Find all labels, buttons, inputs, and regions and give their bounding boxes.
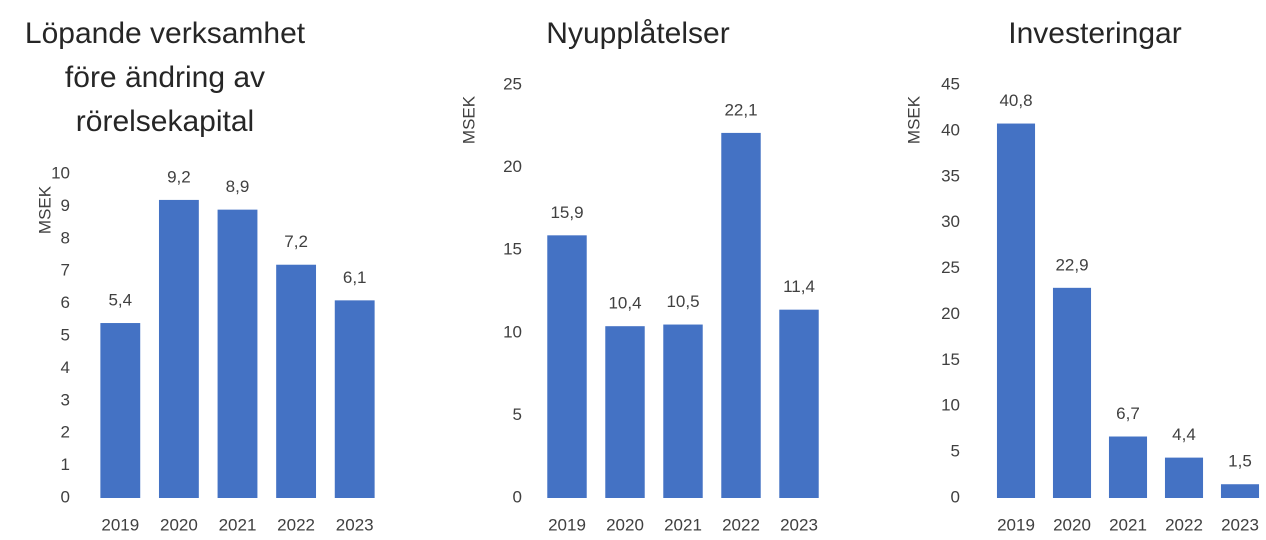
data-label: 40,8 xyxy=(999,91,1032,110)
y-tick-label: 0 xyxy=(513,487,522,506)
y-tick-label: 15 xyxy=(941,350,960,369)
y-tick-label: 30 xyxy=(941,212,960,231)
y-tick-label: 10 xyxy=(941,396,960,415)
data-label: 6,1 xyxy=(343,268,367,287)
bar xyxy=(158,199,199,499)
data-label: 7,2 xyxy=(284,232,308,251)
y-tick-label: 0 xyxy=(61,487,70,506)
data-label: 9,2 xyxy=(167,167,191,186)
bar xyxy=(334,300,375,498)
bar xyxy=(721,132,761,498)
x-tick-label: 2023 xyxy=(1221,515,1259,534)
data-label: 4,4 xyxy=(1172,425,1196,444)
y-tick-label: 40 xyxy=(941,120,960,139)
bar xyxy=(1220,484,1260,498)
x-tick-label: 2019 xyxy=(101,515,139,534)
x-tick-label: 2020 xyxy=(160,515,198,534)
y-tick-label: 35 xyxy=(941,166,960,185)
y-tick-label: 25 xyxy=(941,258,960,277)
y-axis-label: MSEK xyxy=(459,95,478,144)
x-tick-label: 2022 xyxy=(722,515,760,534)
x-tick-label: 2021 xyxy=(219,515,257,534)
data-label: 22,9 xyxy=(1055,255,1088,274)
bar xyxy=(996,123,1036,499)
x-tick-label: 2021 xyxy=(1109,515,1147,534)
data-label: 15,9 xyxy=(550,203,583,222)
y-tick-label: 20 xyxy=(503,157,522,176)
y-tick-label: 10 xyxy=(51,163,70,182)
bar xyxy=(1052,287,1092,498)
data-label: 8,9 xyxy=(226,177,250,196)
x-tick-label: 2021 xyxy=(664,515,702,534)
y-tick-label: 25 xyxy=(503,74,522,93)
x-tick-label: 2023 xyxy=(336,515,374,534)
chart-title: Investeringar xyxy=(1008,17,1182,50)
bar xyxy=(276,264,317,498)
data-label: 22,1 xyxy=(724,100,757,119)
x-tick-label: 2020 xyxy=(1053,515,1091,534)
bar xyxy=(779,309,819,498)
data-label: 1,5 xyxy=(1228,452,1252,471)
x-tick-label: 2020 xyxy=(606,515,644,534)
y-tick-label: 3 xyxy=(61,390,70,409)
y-tick-label: 2 xyxy=(61,423,70,442)
y-tick-label: 0 xyxy=(951,487,960,506)
y-tick-label: 20 xyxy=(941,304,960,323)
data-label: 11,4 xyxy=(783,277,815,296)
y-tick-label: 10 xyxy=(503,322,522,341)
x-tick-label: 2022 xyxy=(277,515,315,534)
x-tick-label: 2022 xyxy=(1165,515,1203,534)
data-label: 5,4 xyxy=(108,291,132,310)
y-tick-label: 7 xyxy=(61,261,70,280)
y-tick-label: 15 xyxy=(503,240,522,259)
chart-title: Löpande verksamhet före ändring av rörel… xyxy=(24,17,306,138)
y-axis-label: MSEK xyxy=(35,185,54,234)
x-tick-label: 2019 xyxy=(997,515,1035,534)
y-tick-label: 5 xyxy=(61,325,70,344)
chart-title: Nyupplåtelser xyxy=(546,17,730,50)
bar xyxy=(605,326,645,498)
y-tick-label: 5 xyxy=(513,405,522,424)
y-tick-label: 8 xyxy=(61,228,70,247)
y-tick-label: 5 xyxy=(951,442,960,461)
x-tick-label: 2023 xyxy=(780,515,818,534)
bar xyxy=(663,324,703,498)
data-label: 10,4 xyxy=(608,294,641,313)
bar xyxy=(217,209,258,498)
y-tick-label: 45 xyxy=(941,74,960,93)
y-tick-label: 4 xyxy=(61,358,70,377)
y-axis-label: MSEK xyxy=(904,95,923,144)
y-tick-label: 6 xyxy=(61,293,70,312)
y-tick-label: 9 xyxy=(61,196,70,215)
data-label: 10,5 xyxy=(666,292,699,311)
bar xyxy=(547,235,587,498)
bar xyxy=(1164,457,1204,498)
x-tick-label: 2019 xyxy=(548,515,586,534)
bar xyxy=(1108,436,1148,498)
bar xyxy=(100,323,141,498)
y-tick-label: 1 xyxy=(61,455,70,474)
data-label: 6,7 xyxy=(1116,404,1140,423)
